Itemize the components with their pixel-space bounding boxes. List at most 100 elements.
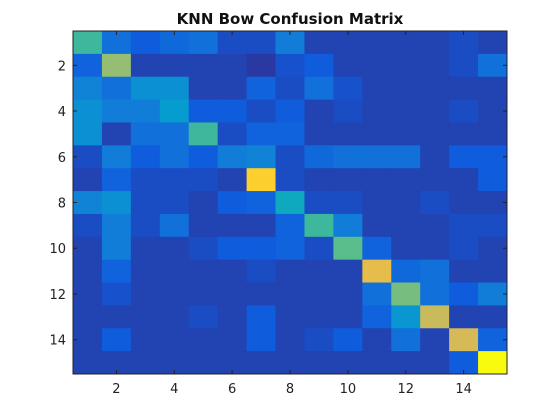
heatmap-cell <box>420 191 450 215</box>
heatmap-cell <box>449 351 479 375</box>
heatmap-cell <box>333 305 363 329</box>
heatmap-cell <box>101 145 132 169</box>
heatmap-cell <box>391 99 421 123</box>
chart-title: KNN Bow Confusion Matrix <box>177 10 404 28</box>
heatmap-cell <box>275 351 305 375</box>
heatmap-cell <box>130 328 161 352</box>
heatmap-cell <box>304 122 334 146</box>
x-tick-label: 8 <box>286 382 294 397</box>
heatmap-cell <box>275 213 305 238</box>
heatmap-cell <box>449 31 479 55</box>
heatmap-cell <box>159 53 190 78</box>
heatmap-cell <box>130 99 161 123</box>
heatmap-cell <box>130 31 161 55</box>
heatmap-cell <box>246 213 277 238</box>
heatmap-cell <box>188 282 219 306</box>
heatmap-cell <box>217 328 248 352</box>
heatmap-cell <box>246 53 277 78</box>
axis-ticks <box>73 31 507 374</box>
heatmap-cell <box>275 122 305 146</box>
heatmap-cell <box>391 191 421 215</box>
heatmap-cell <box>391 145 421 169</box>
heatmap-cell <box>130 282 161 306</box>
heatmap-cell <box>159 168 190 192</box>
heatmap-cell <box>304 305 334 329</box>
heatmap-cell <box>101 99 132 123</box>
heatmap-cell <box>333 53 363 78</box>
heatmap-cell <box>101 282 132 306</box>
heatmap-cell <box>159 99 190 123</box>
heatmap-cell <box>130 259 161 284</box>
heatmap-cell <box>246 351 277 375</box>
heatmap-cell <box>188 53 219 78</box>
heatmap-cell <box>333 122 363 146</box>
heatmap-cell <box>449 145 479 169</box>
heatmap-cell <box>217 305 248 329</box>
heatmap-cell <box>188 31 219 55</box>
heatmap-cell <box>275 53 305 78</box>
heatmap-cell <box>188 122 219 146</box>
heatmap-cell <box>420 31 450 55</box>
heatmap-cell <box>304 168 334 192</box>
heatmap-cell <box>362 328 392 352</box>
heatmap-cell <box>275 99 305 123</box>
heatmap-cell <box>362 305 392 329</box>
heatmap-cell <box>449 328 479 352</box>
heatmap-cell <box>420 305 450 329</box>
heatmap-cell <box>159 305 190 329</box>
heatmap-cell <box>188 191 219 215</box>
heatmap-cell <box>362 282 392 306</box>
heatmap-cell <box>101 259 132 284</box>
heatmap-cell <box>478 99 508 123</box>
heatmap-cell <box>478 351 508 375</box>
heatmap-cell <box>73 53 103 78</box>
heatmap-cell <box>73 168 103 192</box>
heatmap-cell <box>188 145 219 169</box>
heatmap-cell <box>275 76 305 101</box>
heatmap-cell <box>73 259 103 284</box>
heatmap-cell <box>101 122 132 146</box>
heatmap-cell <box>478 259 508 284</box>
heatmap-cell <box>159 351 190 375</box>
heatmap-cell <box>304 76 334 101</box>
heatmap-cell <box>478 145 508 169</box>
heatmap-cell <box>246 168 277 192</box>
heatmap-cell <box>246 31 277 55</box>
heatmap-cell <box>275 236 305 261</box>
heatmap-cell <box>275 259 305 284</box>
heatmap-cell <box>275 282 305 306</box>
heatmap-cell <box>159 191 190 215</box>
heatmap-cell <box>217 236 248 261</box>
heatmap-cell <box>420 213 450 238</box>
heatmap-cell <box>362 259 392 284</box>
heatmap-cell <box>217 122 248 146</box>
heatmap-cell <box>73 213 103 238</box>
heatmap-cell <box>362 145 392 169</box>
heatmap-cell <box>391 122 421 146</box>
heatmap-cell <box>362 236 392 261</box>
x-tick-label: 2 <box>112 382 120 397</box>
heatmap-cell <box>478 122 508 146</box>
heatmap-cell <box>449 168 479 192</box>
heatmap-cell <box>246 99 277 123</box>
heatmap-cell <box>449 282 479 306</box>
heatmap-cell <box>73 305 103 329</box>
x-tick-label: 10 <box>340 382 357 397</box>
heatmap-cell <box>420 53 450 78</box>
x-tick-label: 4 <box>170 382 178 397</box>
heatmap-cell <box>159 122 190 146</box>
heatmap-cell <box>101 191 132 215</box>
heatmap-cell <box>391 282 421 306</box>
heatmap-cell <box>304 31 334 55</box>
heatmap-cell <box>333 259 363 284</box>
heatmap-cell <box>478 168 508 192</box>
heatmap-cell <box>333 31 363 55</box>
heatmap-cell <box>304 213 334 238</box>
heatmap-cell <box>333 76 363 101</box>
heatmap-cell <box>101 305 132 329</box>
heatmap-cell <box>449 236 479 261</box>
heatmap-cell <box>159 31 190 55</box>
heatmap-cell <box>362 76 392 101</box>
heatmap-cell <box>275 328 305 352</box>
heatmap-cell <box>73 282 103 306</box>
